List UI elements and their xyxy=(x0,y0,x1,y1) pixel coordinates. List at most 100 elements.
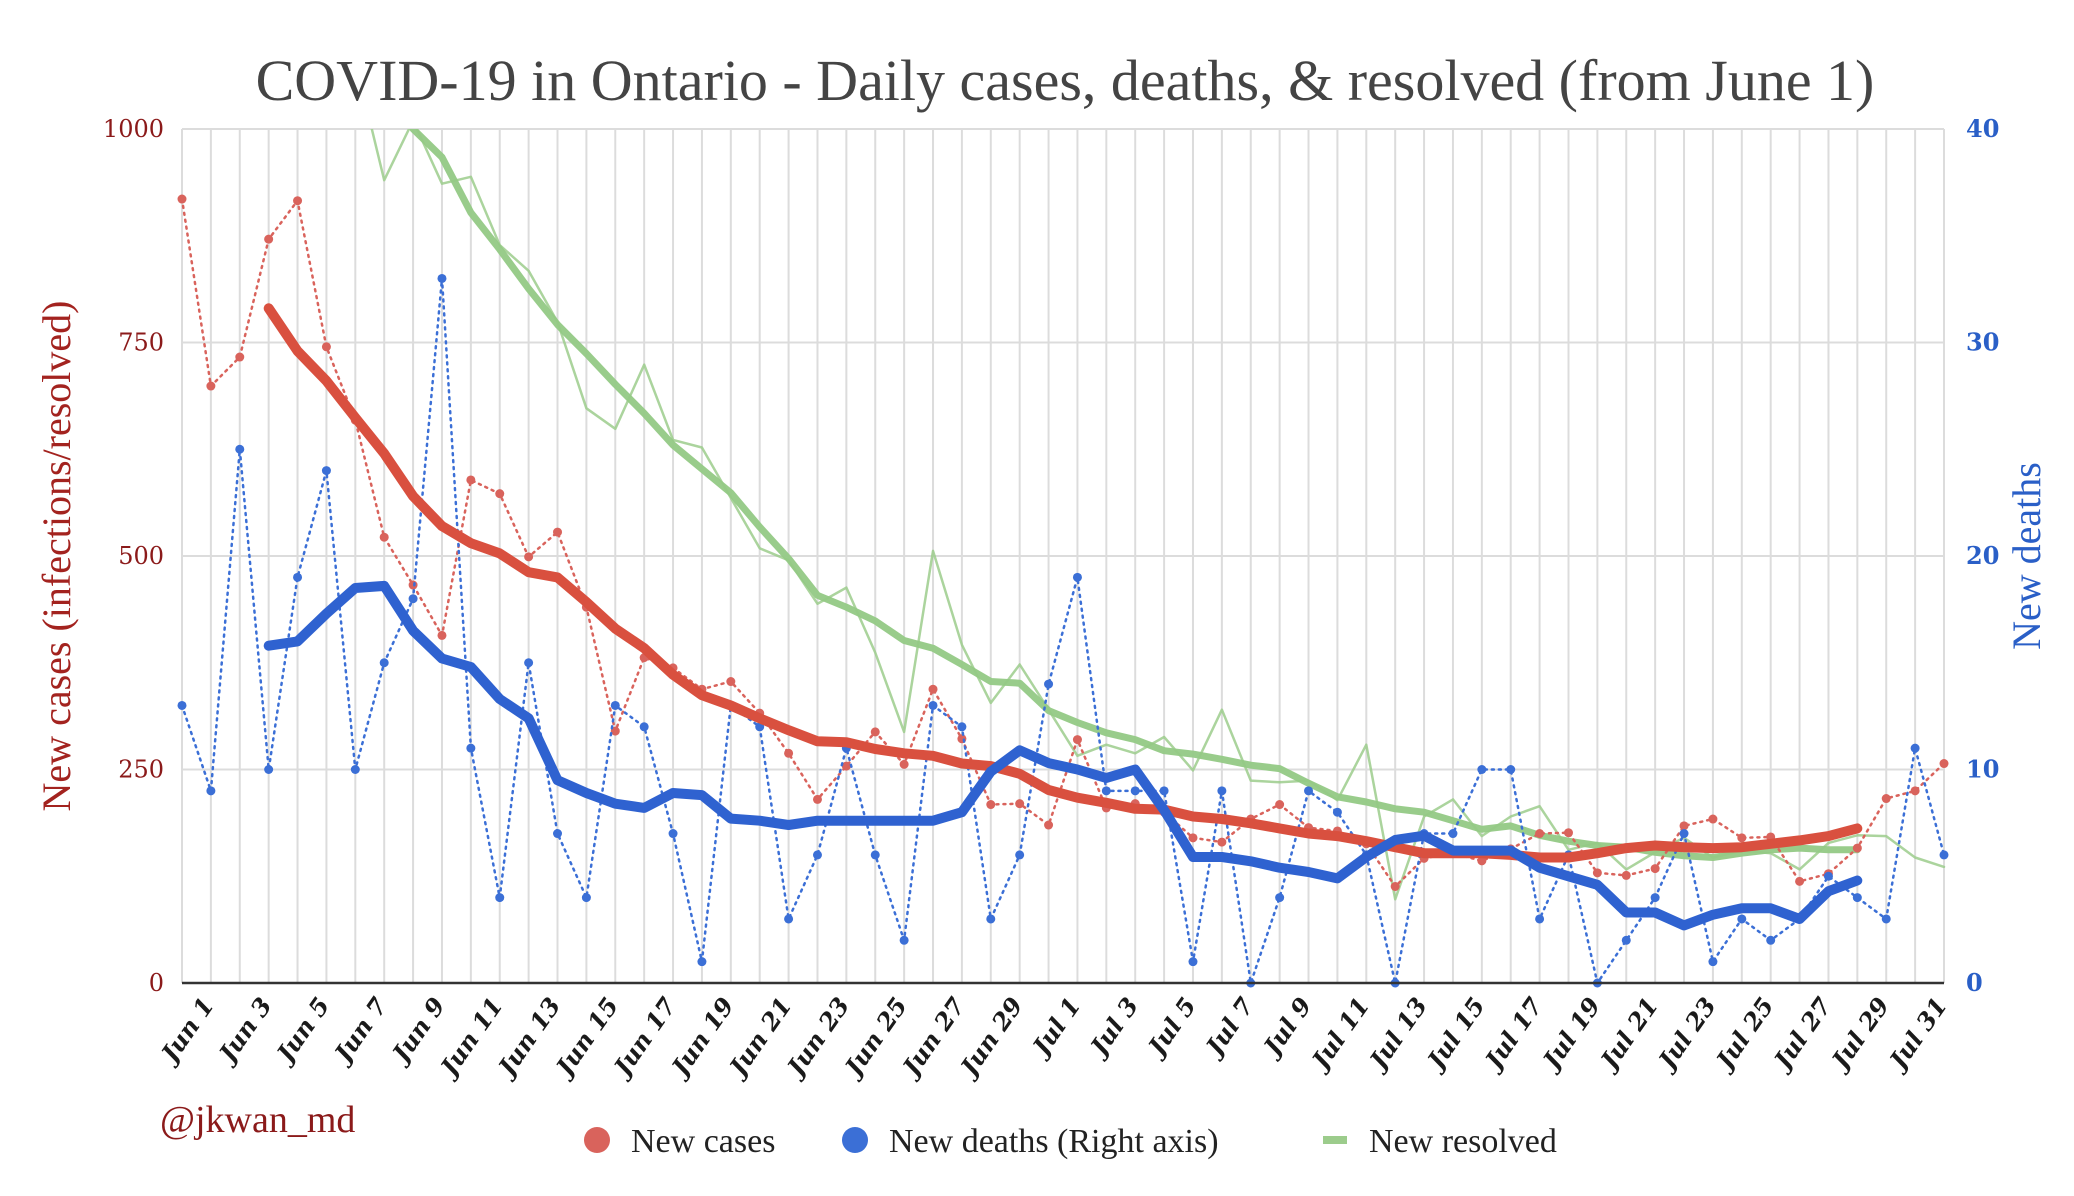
series-new-deaths-7-day-average xyxy=(263,580,1863,931)
data-point xyxy=(1679,829,1689,839)
x-tick-label: Jul 27 xyxy=(1766,992,1838,1077)
x-tick-label: Jul 31 xyxy=(1881,992,1953,1077)
data-point xyxy=(524,658,534,668)
x-tick-label: Jul 5 xyxy=(1140,992,1202,1064)
data-point xyxy=(784,914,794,924)
data-point xyxy=(1072,735,1082,745)
data-point xyxy=(1072,572,1082,582)
data-point xyxy=(986,914,996,924)
data-point xyxy=(928,684,938,694)
x-tick-label: Jul 15 xyxy=(1419,992,1491,1077)
data-point xyxy=(264,765,274,774)
data-point xyxy=(1448,829,1458,839)
data-point xyxy=(235,444,245,454)
data-point xyxy=(1188,957,1198,967)
data-point xyxy=(321,466,331,476)
data-point xyxy=(1708,957,1718,967)
data-point xyxy=(899,759,909,769)
y-axis-right-title: New deaths xyxy=(2004,462,2049,650)
data-point xyxy=(293,196,303,206)
x-tick-label: Jun 7 xyxy=(326,992,393,1071)
x-tick-label: Jul 29 xyxy=(1823,992,1895,1077)
series-line xyxy=(180,197,1946,888)
data-point xyxy=(1939,850,1949,860)
data-point xyxy=(1477,856,1487,866)
y-tick-label-left: 500 xyxy=(118,542,164,570)
data-point xyxy=(1044,820,1054,830)
data-point xyxy=(1477,765,1487,774)
data-point xyxy=(957,722,967,732)
data-point xyxy=(1621,870,1631,880)
data-point xyxy=(812,850,822,860)
data-point xyxy=(581,893,591,903)
data-point xyxy=(1101,786,1111,796)
data-point xyxy=(1217,786,1227,796)
x-tick-label: Jun 5 xyxy=(268,992,335,1070)
x-tick-label: Jul 21 xyxy=(1592,992,1664,1077)
series-line xyxy=(180,277,1946,985)
series-line xyxy=(263,303,1863,863)
series-line xyxy=(263,580,1863,931)
data-point xyxy=(1535,829,1545,839)
data-point xyxy=(177,700,187,710)
legend-marker-circle xyxy=(842,1127,868,1153)
data-point xyxy=(379,532,389,542)
data-point xyxy=(1939,759,1949,769)
data-point xyxy=(1823,871,1833,881)
data-point xyxy=(206,381,216,391)
x-tick-label: Jul 1 xyxy=(1024,992,1086,1064)
data-point xyxy=(668,829,678,839)
data-point xyxy=(1332,807,1342,817)
y-tick-label-right: 10 xyxy=(1966,755,1999,784)
legend: New cases New deaths (Right axis) New reso… xyxy=(584,1123,1557,1160)
data-point xyxy=(726,677,736,687)
data-point xyxy=(264,234,274,244)
data-point xyxy=(466,743,476,753)
data-point xyxy=(1159,786,1169,796)
data-point xyxy=(235,352,245,362)
series-new-resolved xyxy=(370,129,1946,901)
x-tick-label: Jul 7 xyxy=(1197,992,1259,1064)
data-point xyxy=(697,957,707,967)
data-point xyxy=(1015,850,1025,860)
data-point xyxy=(1737,914,1747,924)
x-tick-label: Jul 23 xyxy=(1650,992,1722,1077)
data-point xyxy=(466,475,476,485)
data-point xyxy=(1766,935,1776,945)
data-point xyxy=(1275,800,1285,810)
data-point xyxy=(1506,765,1516,774)
x-tick-label: Jul 13 xyxy=(1361,992,1433,1077)
data-point xyxy=(437,630,447,640)
data-point xyxy=(293,572,303,582)
data-point xyxy=(495,893,505,903)
data-point xyxy=(1708,814,1718,824)
x-tick-label: Jul 11 xyxy=(1303,992,1375,1077)
data-point xyxy=(639,722,649,732)
data-point xyxy=(1650,893,1660,903)
y-tick-label-left: 250 xyxy=(118,756,164,784)
y-tick-label-right: 0 xyxy=(1966,968,1983,997)
x-tick-label: Jul 17 xyxy=(1477,992,1549,1077)
data-point xyxy=(1650,864,1660,874)
series-new-cases-7-day-average xyxy=(263,303,1863,863)
data-point xyxy=(1737,833,1747,843)
data-point xyxy=(1852,893,1862,903)
data-point xyxy=(1881,914,1891,924)
data-point xyxy=(1910,743,1920,753)
data-point xyxy=(1044,679,1054,689)
data-point xyxy=(177,194,187,204)
series-layer xyxy=(177,129,1949,988)
data-point xyxy=(1275,893,1285,903)
legend-item: New resolved xyxy=(1323,1123,1557,1160)
y-tick-label-left: 750 xyxy=(118,329,164,357)
legend-label: New cases xyxy=(631,1123,775,1160)
data-point xyxy=(524,552,534,562)
series-line xyxy=(370,129,1946,901)
data-point xyxy=(928,700,938,710)
data-point xyxy=(610,700,620,710)
x-tick-label: Jun 1 xyxy=(153,992,220,1070)
data-point xyxy=(841,761,851,771)
data-point xyxy=(1852,843,1862,853)
